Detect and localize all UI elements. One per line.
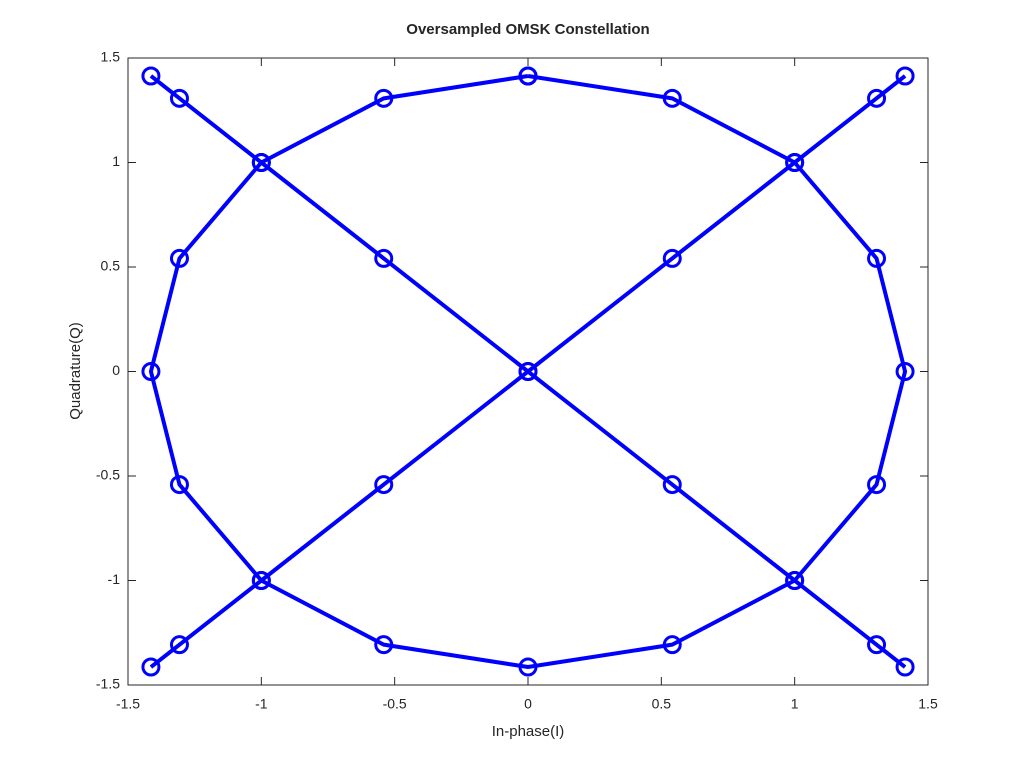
x-tick-label: -0.5 [383, 696, 407, 712]
data-point [895, 362, 915, 381]
data-point [518, 362, 538, 381]
y-axis-label: Quadrature(Q) [67, 322, 84, 420]
x-tick-label: 0 [524, 696, 532, 712]
data-point [518, 657, 538, 677]
data-point [895, 657, 915, 677]
y-tick-label: 1 [112, 153, 120, 169]
x-tick-label: -1 [255, 696, 268, 712]
x-tick-label: 1 [791, 696, 799, 712]
y-tick-label: -1 [108, 571, 121, 587]
y-tick-label: 1.5 [101, 49, 121, 65]
data-point [141, 66, 161, 86]
data-point [867, 88, 887, 108]
data-point [895, 66, 915, 86]
data-point [662, 475, 682, 495]
data-point [867, 635, 887, 655]
data-point [518, 66, 538, 86]
data-point [374, 88, 394, 108]
data-point [662, 88, 682, 108]
y-tick-label: -0.5 [96, 467, 120, 483]
data-point [169, 475, 189, 495]
data-point [867, 475, 887, 495]
y-tick-label: -1.5 [96, 676, 120, 692]
data-point [662, 635, 682, 655]
data-point [785, 571, 805, 590]
data-point [867, 248, 887, 268]
data-line [148, 73, 908, 670]
data-point [169, 88, 189, 108]
data-point [169, 635, 189, 655]
data-point [141, 362, 161, 381]
data-point [251, 571, 271, 590]
data-point [374, 475, 394, 495]
data-point [251, 153, 271, 172]
x-axis-label: In-phase(I) [492, 723, 565, 740]
data-point [785, 153, 805, 172]
data-point [374, 248, 394, 268]
x-tick-label: -1.5 [116, 696, 140, 712]
y-tick-label: 0 [112, 362, 120, 378]
chart-title: Oversampled OMSK Constellation [406, 21, 649, 38]
y-tick-label: 0.5 [101, 258, 121, 274]
data-point [374, 635, 394, 655]
data-point [662, 248, 682, 268]
x-tick-label: 0.5 [652, 696, 672, 712]
data-point [141, 657, 161, 677]
x-tick-label: 1.5 [918, 696, 938, 712]
data-point [169, 248, 189, 268]
